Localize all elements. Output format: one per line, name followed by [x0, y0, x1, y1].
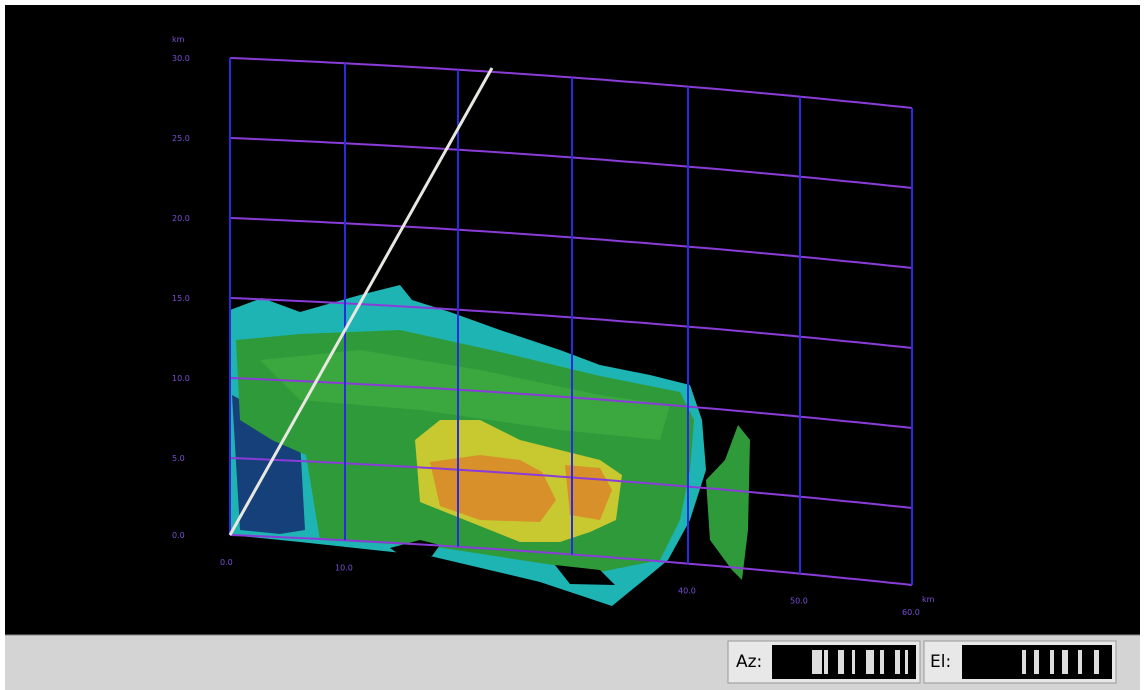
x-tick-label: 60.0: [902, 608, 920, 617]
x-tick-label: 10.0: [335, 563, 353, 572]
glyph: [905, 650, 908, 674]
glyph: [1050, 650, 1054, 674]
az-label: Az:: [736, 652, 762, 672]
y-tick-label: 15.0: [172, 294, 190, 303]
glyph: [1062, 650, 1068, 674]
glyph: [838, 650, 844, 674]
y-tick-label: 5.0: [172, 454, 185, 463]
glyph: [824, 650, 828, 674]
x-tick-label: 0.0: [220, 558, 233, 567]
y-tick-label: 30.0: [172, 54, 190, 63]
glyph: [812, 650, 822, 674]
glyph: [1078, 650, 1082, 674]
x-tick-label: 50.0: [790, 597, 808, 606]
y-tick-label: 10.0: [172, 374, 190, 383]
x-unit: km: [922, 595, 935, 604]
x-tick-label: 40.0: [678, 587, 696, 596]
glyph: [895, 650, 900, 674]
y-tick-label: 0.0: [172, 531, 185, 540]
glyph: [1022, 650, 1026, 674]
y-tick-label: 25.0: [172, 134, 190, 143]
glyph: [1034, 650, 1039, 674]
radar-window: km km Az: El: 0.0 5.0 10.0 15.0 20.0 25.0 30.0…: [0, 0, 1144, 690]
glyph: [880, 650, 884, 674]
el-label: El:: [930, 652, 951, 672]
glyph: [1094, 650, 1099, 674]
glyph: [866, 650, 874, 674]
y-tick-label: 20.0: [172, 214, 190, 223]
y-unit: km: [172, 35, 185, 44]
glyph: [852, 650, 855, 674]
